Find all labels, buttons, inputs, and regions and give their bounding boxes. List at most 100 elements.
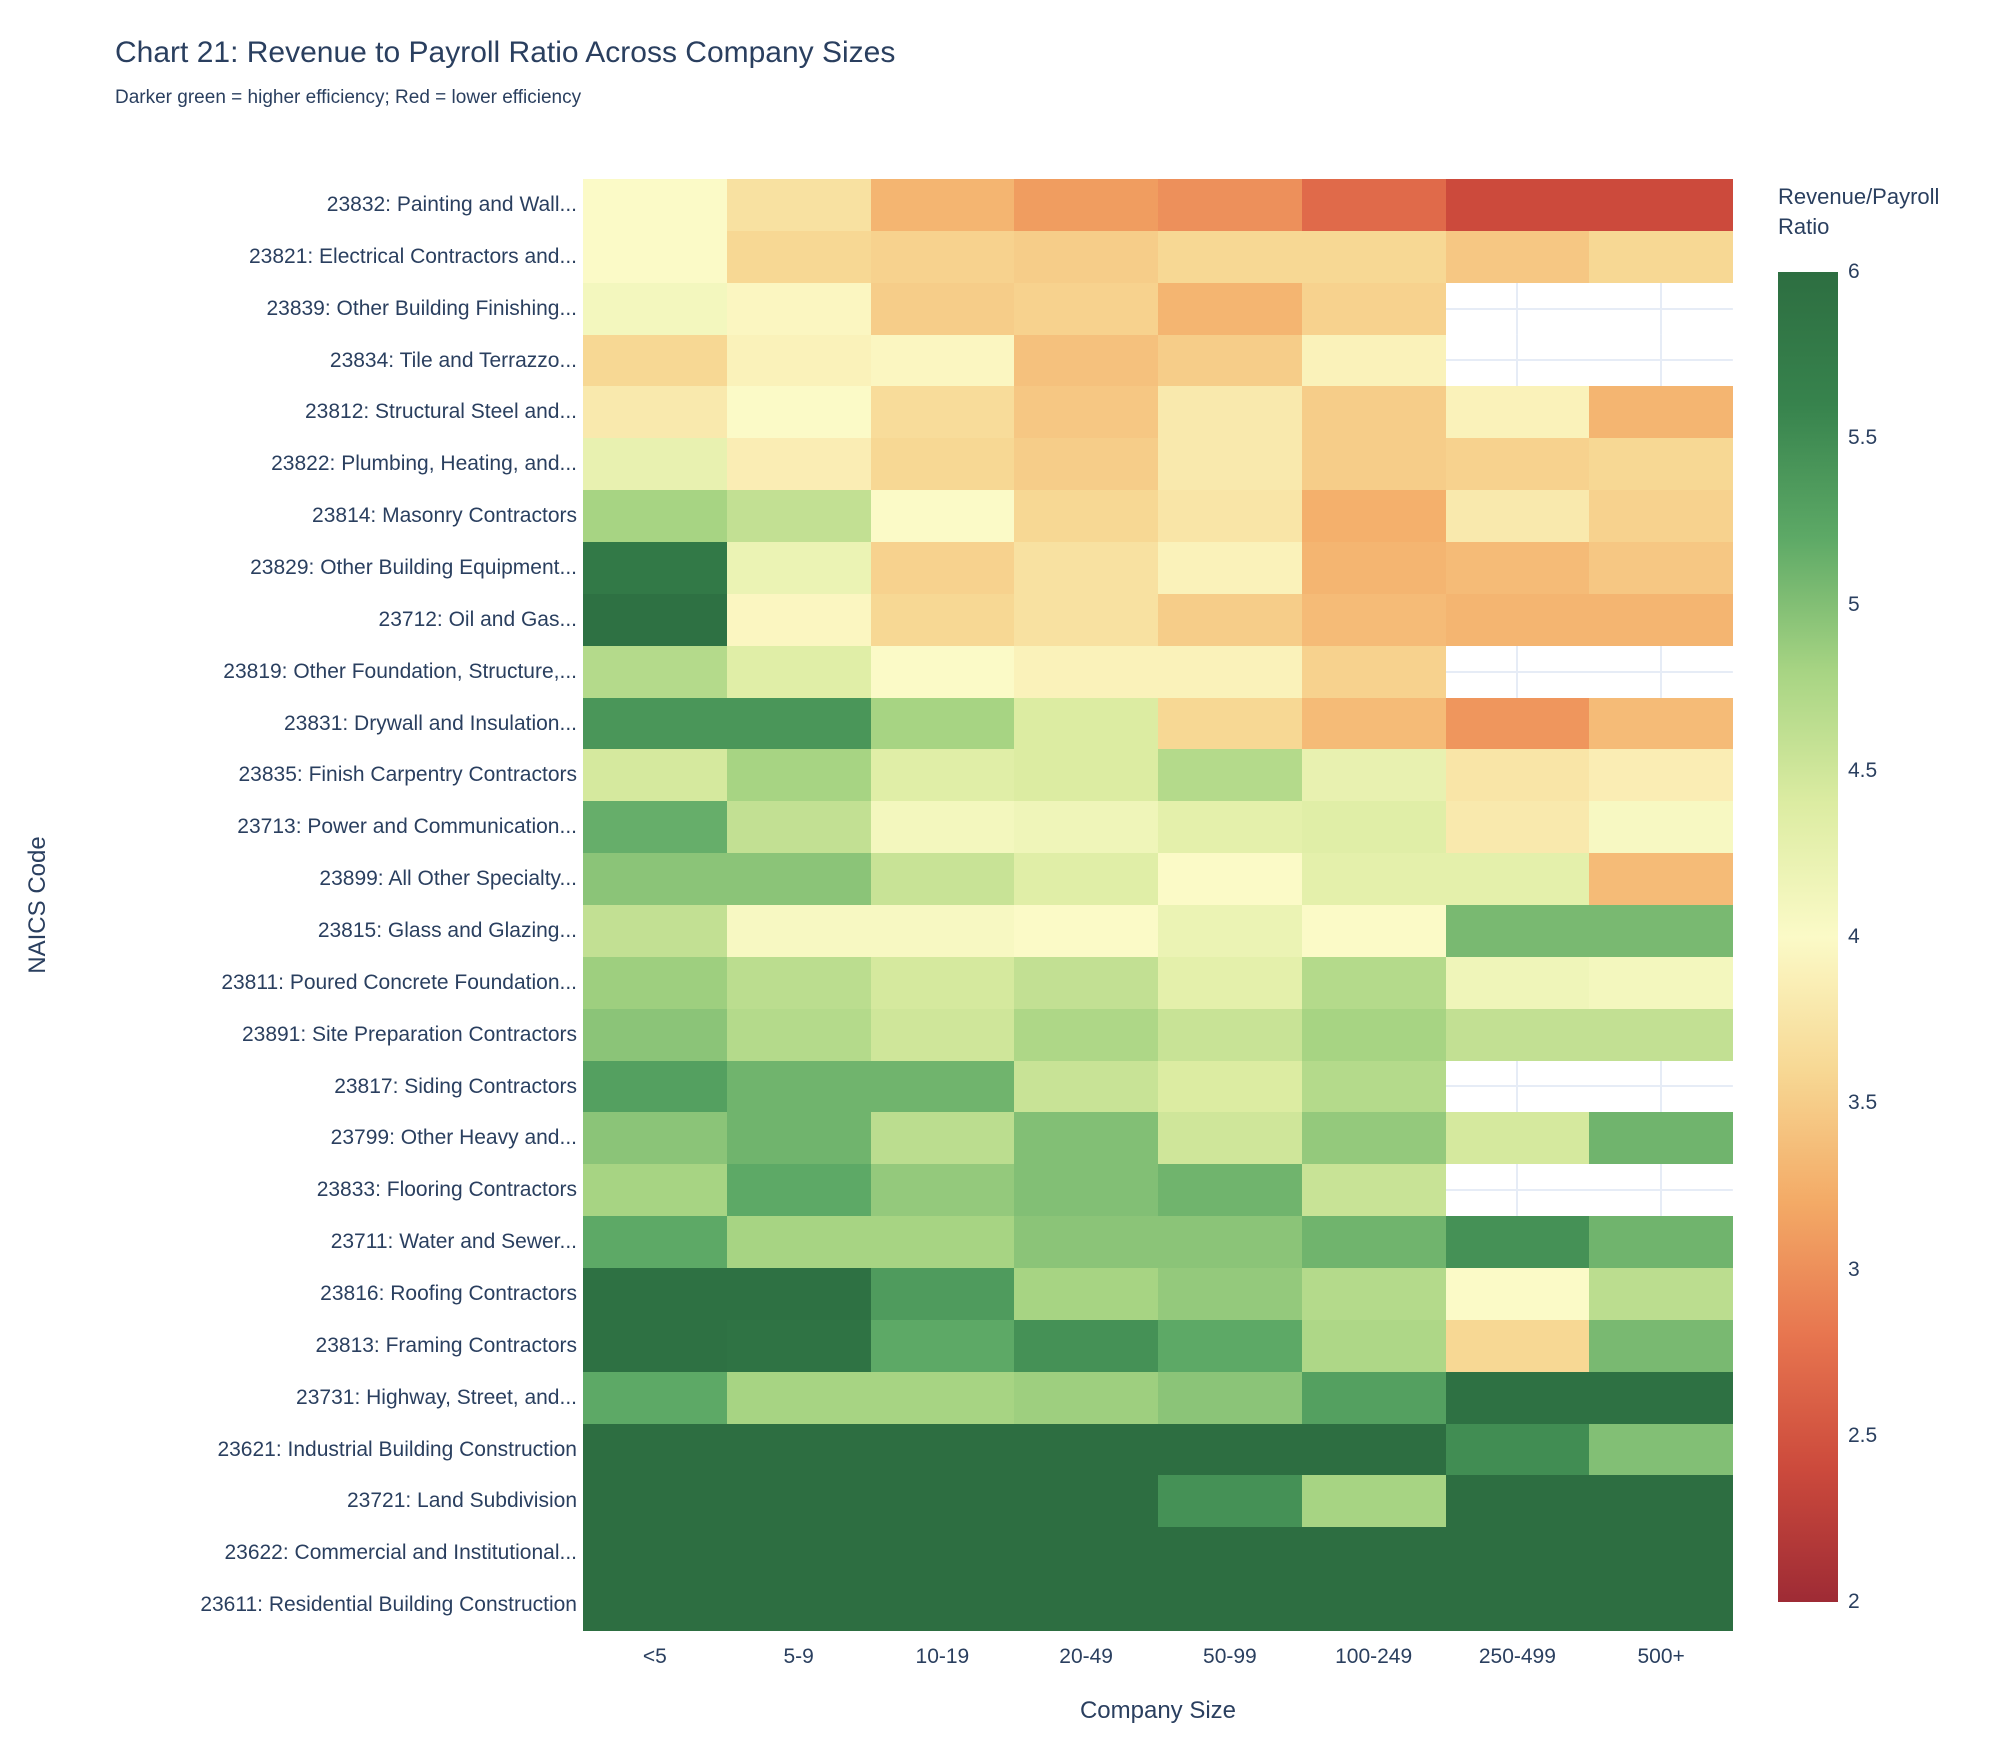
heatmap-cell[interactable] — [726, 1060, 871, 1113]
heatmap-cell[interactable] — [726, 179, 871, 231]
heatmap-cell[interactable] — [1445, 1268, 1590, 1320]
heatmap-cell[interactable] — [726, 1216, 871, 1268]
heatmap-cell[interactable] — [1589, 230, 1733, 283]
heatmap-cell[interactable] — [1301, 1579, 1446, 1631]
heatmap-cell[interactable] — [1445, 490, 1590, 542]
heatmap-cell[interactable] — [1589, 1112, 1733, 1165]
heatmap-cell[interactable] — [1158, 179, 1302, 231]
heatmap-cell[interactable] — [1445, 1164, 1590, 1217]
heatmap-cell[interactable] — [1589, 282, 1733, 335]
heatmap-cell[interactable] — [870, 230, 1015, 283]
heatmap-cell[interactable] — [1014, 179, 1158, 231]
heatmap-cell[interactable] — [1445, 1579, 1590, 1631]
heatmap-cell[interactable] — [870, 905, 1015, 957]
heatmap-cell[interactable] — [1014, 801, 1158, 854]
heatmap-cell[interactable] — [1158, 1423, 1302, 1476]
heatmap-cell[interactable] — [1445, 542, 1590, 594]
heatmap-cell[interactable] — [1301, 1527, 1446, 1580]
heatmap-cell[interactable] — [583, 1008, 727, 1061]
heatmap-cell[interactable] — [1445, 1216, 1590, 1268]
heatmap-cell[interactable] — [870, 801, 1015, 854]
heatmap-cell[interactable] — [1301, 1164, 1446, 1217]
heatmap-cell[interactable] — [1301, 1268, 1446, 1320]
heatmap-cell[interactable] — [1589, 801, 1733, 854]
heatmap-cell[interactable] — [1589, 334, 1733, 387]
heatmap-cell[interactable] — [1014, 230, 1158, 283]
heatmap-cell[interactable] — [870, 334, 1015, 387]
heatmap-cell[interactable] — [870, 1527, 1015, 1580]
heatmap-cell[interactable] — [1301, 593, 1446, 646]
heatmap-cell[interactable] — [1589, 1164, 1733, 1217]
heatmap-cell[interactable] — [1445, 1371, 1590, 1424]
heatmap-cell[interactable] — [726, 801, 871, 854]
heatmap-cell[interactable] — [1014, 386, 1158, 439]
heatmap-cell[interactable] — [1301, 801, 1446, 854]
heatmap-cell[interactable] — [1301, 179, 1446, 231]
heatmap-cell[interactable] — [726, 905, 871, 957]
heatmap-cell[interactable] — [1158, 1060, 1302, 1113]
heatmap-cell[interactable] — [1014, 956, 1158, 1009]
heatmap-cell[interactable] — [1301, 956, 1446, 1009]
heatmap-cell[interactable] — [726, 1268, 871, 1320]
heatmap-cell[interactable] — [1014, 1319, 1158, 1372]
heatmap-cell[interactable] — [583, 282, 727, 335]
heatmap-cell[interactable] — [726, 1579, 871, 1631]
heatmap-cell[interactable] — [1589, 438, 1733, 491]
heatmap-cell[interactable] — [1158, 1216, 1302, 1268]
heatmap-cell[interactable] — [1301, 853, 1446, 905]
heatmap-cell[interactable] — [1014, 697, 1158, 750]
heatmap-cell[interactable] — [1014, 1060, 1158, 1113]
heatmap-cell[interactable] — [1158, 1579, 1302, 1631]
heatmap-cell[interactable] — [583, 956, 727, 1009]
heatmap-cell[interactable] — [1445, 593, 1590, 646]
heatmap-cell[interactable] — [1158, 490, 1302, 542]
heatmap-cell[interactable] — [1158, 1008, 1302, 1061]
heatmap-cell[interactable] — [1158, 749, 1302, 802]
heatmap-cell[interactable] — [726, 645, 871, 698]
heatmap-cell[interactable] — [870, 1216, 1015, 1268]
heatmap-cell[interactable] — [1301, 905, 1446, 957]
heatmap-cell[interactable] — [1014, 1112, 1158, 1165]
heatmap-cell[interactable] — [726, 230, 871, 283]
heatmap-cell[interactable] — [870, 956, 1015, 1009]
heatmap-cell[interactable] — [870, 1371, 1015, 1424]
heatmap-cell[interactable] — [870, 282, 1015, 335]
heatmap-cell[interactable] — [1301, 1475, 1446, 1528]
heatmap-cell[interactable] — [1301, 1216, 1446, 1268]
heatmap-cell[interactable] — [583, 1475, 727, 1528]
heatmap-cell[interactable] — [1014, 490, 1158, 542]
heatmap-cell[interactable] — [1158, 905, 1302, 957]
heatmap-cell[interactable] — [1158, 230, 1302, 283]
heatmap-cell[interactable] — [1014, 645, 1158, 698]
heatmap-cell[interactable] — [1301, 1060, 1446, 1113]
heatmap-cell[interactable] — [1445, 1475, 1590, 1528]
heatmap-cell[interactable] — [1301, 1423, 1446, 1476]
heatmap-cell[interactable] — [1589, 1423, 1733, 1476]
heatmap-cell[interactable] — [1301, 334, 1446, 387]
heatmap-cell[interactable] — [583, 1112, 727, 1165]
heatmap-cell[interactable] — [583, 490, 727, 542]
heatmap-cell[interactable] — [726, 282, 871, 335]
heatmap-cell[interactable] — [1589, 749, 1733, 802]
heatmap-cell[interactable] — [1014, 749, 1158, 802]
heatmap-cell[interactable] — [583, 438, 727, 491]
heatmap-cell[interactable] — [1445, 1527, 1590, 1580]
heatmap-cell[interactable] — [1158, 1164, 1302, 1217]
heatmap-cell[interactable] — [1445, 853, 1590, 905]
heatmap-cell[interactable] — [1014, 905, 1158, 957]
heatmap-cell[interactable] — [870, 697, 1015, 750]
heatmap-cell[interactable] — [870, 386, 1015, 439]
heatmap-cell[interactable] — [726, 438, 871, 491]
heatmap-cell[interactable] — [726, 1112, 871, 1165]
heatmap-cell[interactable] — [1589, 1216, 1733, 1268]
heatmap-cell[interactable] — [583, 1319, 727, 1372]
heatmap-cell[interactable] — [870, 179, 1015, 231]
heatmap-cell[interactable] — [726, 386, 871, 439]
heatmap-cell[interactable] — [870, 749, 1015, 802]
heatmap-cell[interactable] — [1589, 179, 1733, 231]
heatmap-cell[interactable] — [1445, 697, 1590, 750]
heatmap-cell[interactable] — [1445, 1423, 1590, 1476]
heatmap-cell[interactable] — [1589, 697, 1733, 750]
heatmap-cell[interactable] — [1158, 1319, 1302, 1372]
heatmap-cell[interactable] — [1158, 438, 1302, 491]
